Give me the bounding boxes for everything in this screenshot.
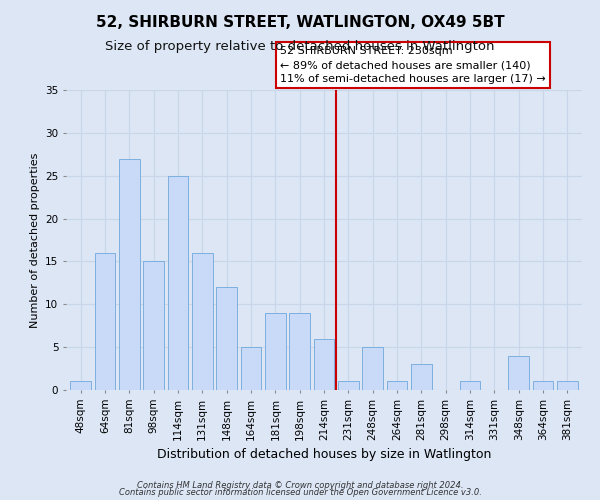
Text: 52 SHIRBURN STREET: 230sqm
← 89% of detached houses are smaller (140)
11% of sem: 52 SHIRBURN STREET: 230sqm ← 89% of deta… [280, 46, 546, 84]
Bar [192, 253, 212, 390]
Bar [338, 382, 359, 390]
Bar [314, 338, 334, 390]
Text: Contains HM Land Registry data © Crown copyright and database right 2024.: Contains HM Land Registry data © Crown c… [137, 480, 463, 490]
Bar [411, 364, 432, 390]
Text: Contains public sector information licensed under the Open Government Licence v3: Contains public sector information licen… [119, 488, 481, 497]
Bar [241, 347, 262, 390]
Bar [460, 382, 481, 390]
Bar [533, 382, 553, 390]
Text: 52, SHIRBURN STREET, WATLINGTON, OX49 5BT: 52, SHIRBURN STREET, WATLINGTON, OX49 5B… [95, 15, 505, 30]
Bar [557, 382, 578, 390]
Bar [386, 382, 407, 390]
Bar [508, 356, 529, 390]
Bar [70, 382, 91, 390]
Bar [119, 158, 140, 390]
X-axis label: Distribution of detached houses by size in Watlington: Distribution of detached houses by size … [157, 448, 491, 461]
Bar [265, 313, 286, 390]
Bar [143, 262, 164, 390]
Y-axis label: Number of detached properties: Number of detached properties [29, 152, 40, 328]
Bar [362, 347, 383, 390]
Bar [216, 287, 237, 390]
Bar [95, 253, 115, 390]
Text: Size of property relative to detached houses in Watlington: Size of property relative to detached ho… [105, 40, 495, 53]
Bar [167, 176, 188, 390]
Bar [289, 313, 310, 390]
